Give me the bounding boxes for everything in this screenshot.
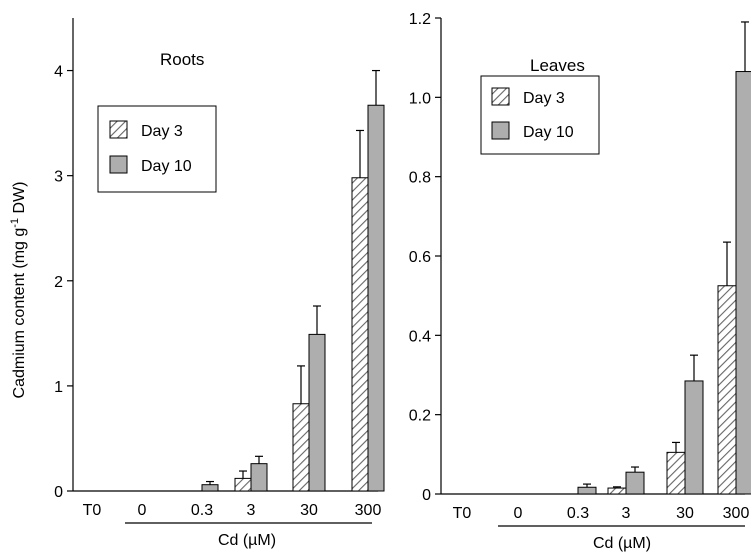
leaves-y-tick-label: 0.2 [409,408,431,425]
roots-panel: Roots Cd (µM) Day 3 Day 10 0 1 2 3 4 T0 0 0.3 3 3… [54,18,385,549]
leaves-y-tick-label: 0 [422,487,431,504]
roots-bar-day3 [234,477,252,492]
leaves-legend-day3-swatch [491,87,510,106]
leaves-panel: Leaves Cd (µM) Day 3 Day 10 0 0.2 0.4 0.6 0.… [409,11,751,552]
leaves-x-tick-label: 300 [723,505,750,522]
leaves-x-tick-label: 0.3 [567,505,589,522]
leaves-legend-day10-label: Day 10 [523,124,574,141]
roots-bar-day10 [250,463,268,492]
leaves-x-tick-label: 3 [622,505,631,522]
roots-y-tick-label: 0 [54,484,63,501]
roots-legend: Day 3 Day 10 [97,105,217,193]
leaves-bar-day10 [625,471,645,495]
leaves-y-tick-label: 0.6 [409,249,431,266]
roots-panel-title: Roots [160,50,204,69]
roots-x-tick-label: 300 [355,502,382,519]
leaves-y-tick-label: 1.2 [409,11,431,28]
roots-legend-day3-swatch [109,120,128,139]
leaves-y-tick-label: 0.4 [409,328,431,345]
leaves-x-tick-label: T0 [453,505,472,522]
roots-bar-day10 [201,484,219,492]
y-axis-label: Cadmium content (mg g-1 DW) [9,182,28,399]
leaves-x-tick-label: 30 [676,505,694,522]
roots-x-axis-label: Cd (µM) [218,532,276,549]
roots-x-tick-label: T0 [83,502,102,519]
roots-legend-day10-swatch [109,155,128,174]
leaves-bar-day10 [684,380,704,495]
roots-bar-day10 [367,104,385,492]
leaves-legend-day3-label: Day 3 [523,90,565,107]
leaves-legend-box [480,75,600,155]
leaves-x-tick-label: 0 [514,505,523,522]
leaves-y-tick-label: 1.0 [409,90,431,107]
leaves-bar-day10 [735,71,751,495]
leaves-y-tick-label: 0.8 [409,170,431,187]
roots-y-tick-label: 1 [54,379,63,396]
roots-x-tick-label: 3 [247,502,256,519]
roots-bar-day10 [308,333,326,492]
roots-y-tick-label: 2 [54,274,63,291]
roots-legend-box [97,105,217,193]
leaves-bar-day3 [666,451,686,495]
leaves-x-axis-label: Cd (µM) [593,535,651,552]
roots-bar-day3 [351,177,369,492]
roots-x-tick-label: 0 [138,502,147,519]
roots-bar-day3 [292,403,310,492]
leaves-bar-day3 [717,285,737,495]
leaves-legend-day10-swatch [491,121,510,140]
roots-legend-day10-label: Day 10 [141,158,192,175]
leaves-panel-title: Leaves [530,56,585,75]
roots-y-tick-label: 3 [54,169,63,186]
roots-y-tick-label: 4 [54,64,63,81]
roots-x-tick-label: 30 [300,502,318,519]
leaves-bar-day3 [607,487,627,495]
roots-legend-day3-label: Day 3 [141,123,183,140]
leaves-legend: Day 3 Day 10 [480,75,600,155]
roots-x-tick-label: 0.3 [191,502,213,519]
leaves-bar-day10 [577,486,597,495]
